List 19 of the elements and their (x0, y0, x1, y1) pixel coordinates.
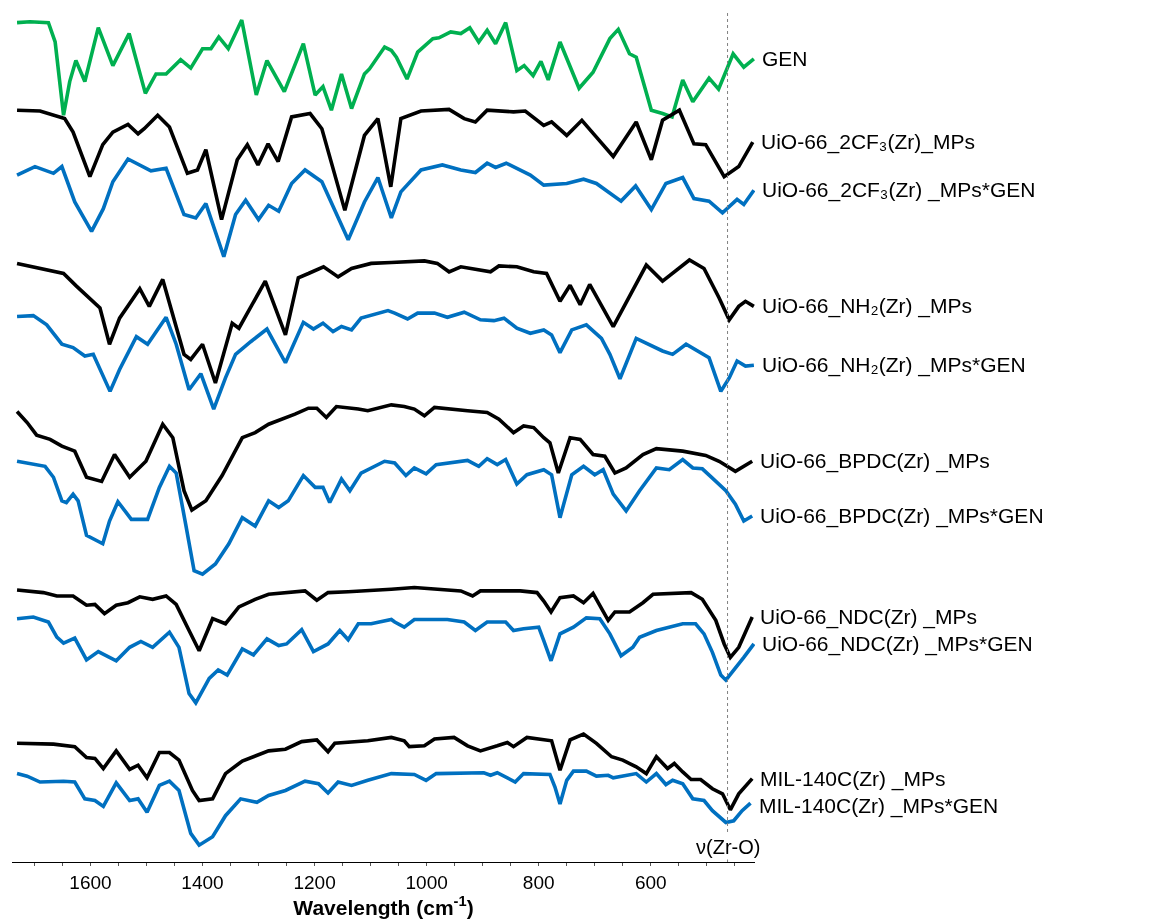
series-label: UiO-66_BPDC(Zr) _MPs (760, 449, 990, 473)
ref-line-label: ν(Zr-O) (696, 836, 761, 858)
x-tick-label: 800 (522, 871, 555, 893)
series-label: UiO-66_2CF₃(Zr) _MPs*GEN (762, 178, 1036, 202)
series-label: UiO-66_NDC(Zr) _MPs (760, 605, 978, 629)
series-label: MIL-140C(Zr) _MPs (760, 767, 946, 791)
x-tick-label: 1000 (405, 871, 448, 893)
series-label: MIL-140C(Zr) _MPs*GEN (759, 794, 999, 818)
x-tick-label: 1200 (293, 871, 336, 893)
series-label: UiO-66_NH₂(Zr) _MPs (762, 294, 972, 318)
series-label: GEN (762, 47, 808, 70)
x-tick-label: 1400 (181, 871, 224, 893)
x-axis-title: Wavelength (cm$^{-1}$) (293, 892, 474, 919)
x-tick-label: 1600 (69, 871, 112, 893)
series-label: UiO-66_NH₂(Zr) _MPs*GEN (762, 353, 1026, 377)
series-label: UiO-66_BPDC(Zr) _MPs*GEN (760, 504, 1044, 528)
x-tick-label: 600 (634, 871, 667, 893)
series-label: UiO-66_NDC(Zr) _MPs*GEN (762, 632, 1033, 656)
series-label: UiO-66_2CF₃(Zr)_MPs (761, 130, 975, 154)
